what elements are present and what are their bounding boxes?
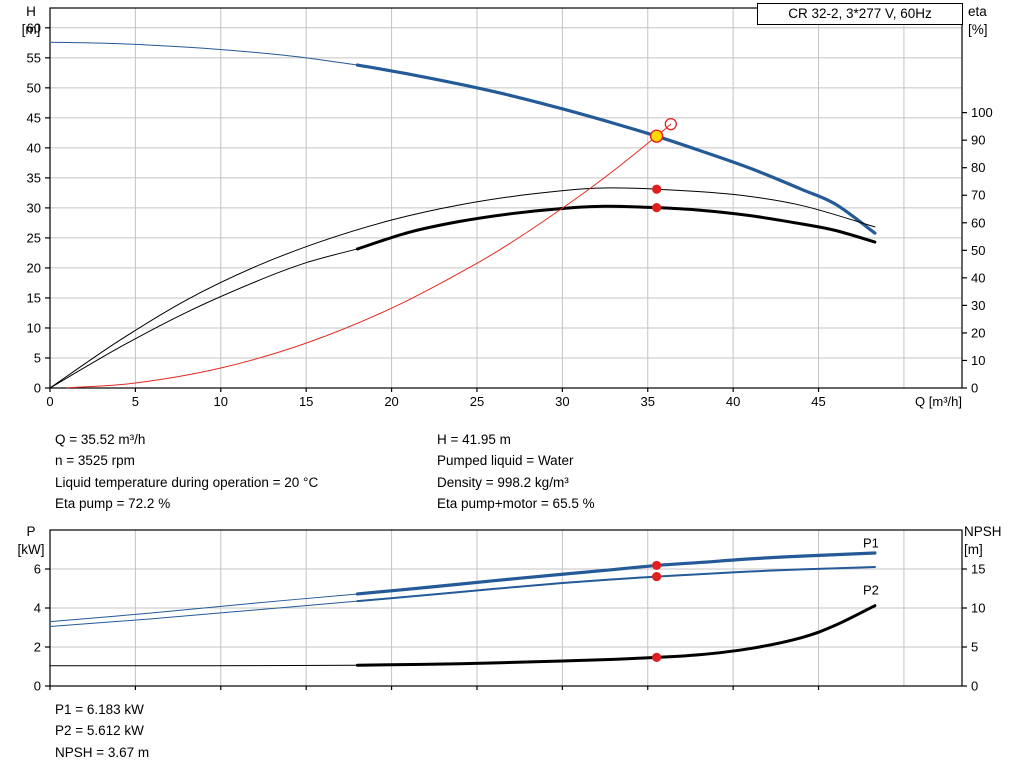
curve-qh-lead [49,41,358,66]
info-line-density: Density = 998.2 kg/m³ [437,474,569,490]
x-tick-label: 20 [384,394,398,409]
curve-eta-pump-motor-lead [49,248,358,389]
left-tick-label: 55 [27,50,41,65]
info-line-speed: n = 3525 rpm [55,453,135,469]
curve-npsh-lead [49,664,358,667]
curve-npsh-main [355,604,877,667]
operating-point-dot [652,652,662,662]
left-tick-label: 30 [27,200,41,215]
x-tick-label: 30 [555,394,569,409]
x-tick-label: 45 [811,394,825,409]
info-line-eta-total: Eta pump+motor = 65.5 % [437,496,595,512]
duty-point-marker[interactable] [649,129,664,143]
operating-point-dot [652,203,662,213]
axis-label-line: [m] [21,22,41,37]
rated-point-marker [664,118,677,131]
curve-p2-main [356,566,876,603]
info-line-p2: P2 = 5.612 kW [55,723,144,739]
x-tick-label: 35 [641,394,655,409]
axis-label-line: NPSH [964,524,1002,539]
duty-info-right: H = 41.95 m Pumped liquid = Water Densit… [437,429,595,515]
curve-p2-lead [49,600,358,628]
head-axis-title: H [m] [8,3,54,39]
right-tick-label: 5 [971,640,978,655]
curve-system-curve [66,123,672,389]
left-tick-label: 4 [34,601,41,616]
qh-eta-chart: 0 5 10 15 20 25 30 35 40 45 0 5 10 15 20 25 30 35 40 45 50 55… [27,7,993,409]
axis-label-line: [m] [964,542,983,557]
x-tick-label: 25 [470,394,484,409]
plot-border [49,7,963,389]
right-tick-label: 10 [971,353,985,368]
info-line-npsh: NPSH = 3.67 m [55,744,150,760]
left-tick-label: 45 [27,110,41,125]
left-tick-label: 60 [27,20,41,35]
operating-point-dot [652,560,662,571]
eta-axis-title: eta [%] [968,3,1022,39]
left-tick-label: 50 [27,80,41,95]
left-tick-label: 6 [34,562,41,577]
info-line-liquid: Pumped liquid = Water [437,453,574,469]
x-tick-label: 10 [214,394,228,409]
right-tick-label: 80 [971,160,985,175]
right-tick-label: 70 [971,188,985,203]
left-tick-label: 15 [27,290,41,305]
operating-point-dot [652,571,662,582]
left-tick-label: 0 [34,381,41,396]
left-tick-label: 35 [27,170,41,185]
curve-p1-lead [49,593,358,623]
axis-label-line: P [26,524,36,539]
axis-label-line: [kW] [17,542,45,557]
x-tick-label: 40 [726,394,740,409]
axis-label-line: eta [968,4,987,19]
curve-eta-pump [49,187,876,389]
right-tick-label: 40 [971,270,985,285]
info-line-p1: P1 = 6.183 kW [55,702,144,717]
right-tick-label: 60 [971,215,985,230]
info-line-head: H = 41.95 m [437,432,511,447]
curve-label-P2: P2 [863,582,879,597]
power-info: P1 = 6.183 kW P2 = 5.612 kW NPSH = 3.67 … [55,699,149,763]
x-tick-label: 0 [46,394,53,409]
x-tick-label: 15 [299,394,313,409]
right-tick-label: 90 [971,133,985,148]
right-tick-label: 100 [971,105,993,120]
left-tick-label: 5 [34,350,41,365]
right-tick-label: 10 [971,601,985,616]
x-tick-label: 5 [132,394,139,409]
pump-model-box: CR 32-2, 3*277 V, 60Hz [757,3,963,25]
info-line-temperature: Liquid temperature during operation = 20… [55,474,319,490]
curve-p1-main [355,551,877,596]
operating-point-dot [652,184,662,194]
x-axis-title: Q [m³/h] [915,394,962,409]
power-npsh-chart: 0 2 4 6 0 5 10 15 P1 P2 [34,529,985,694]
right-tick-label: 0 [971,679,978,694]
right-tick-label: 0 [971,381,978,396]
right-tick-label: 20 [971,325,985,340]
info-line-q: Q = 35.52 m³/h [55,432,146,447]
duty-info-left: Q = 35.52 m³/h n = 3525 rpm Liquid tempe… [55,429,318,515]
right-tick-label: 50 [971,243,985,258]
axis-label-line: [%] [968,22,988,37]
power-axis-title: P [kW] [8,523,54,559]
npsh-axis-title: NPSH [m] [964,523,1024,559]
curve-eta-pump-motor-main [355,204,877,251]
right-tick-label: 15 [971,562,985,577]
info-line-eta-pump: Eta pump = 72.2 % [55,496,171,512]
curve-qh-main [355,63,877,235]
right-tick-label: 30 [971,298,985,313]
curve-label-P1: P1 [863,536,879,551]
left-tick-label: 20 [27,260,41,275]
left-tick-label: 25 [27,230,41,245]
left-tick-label: 2 [34,640,41,655]
axis-label-line: H [26,4,36,19]
left-tick-label: 10 [27,320,41,335]
left-tick-label: 40 [27,140,41,155]
left-tick-label: 0 [34,679,41,694]
